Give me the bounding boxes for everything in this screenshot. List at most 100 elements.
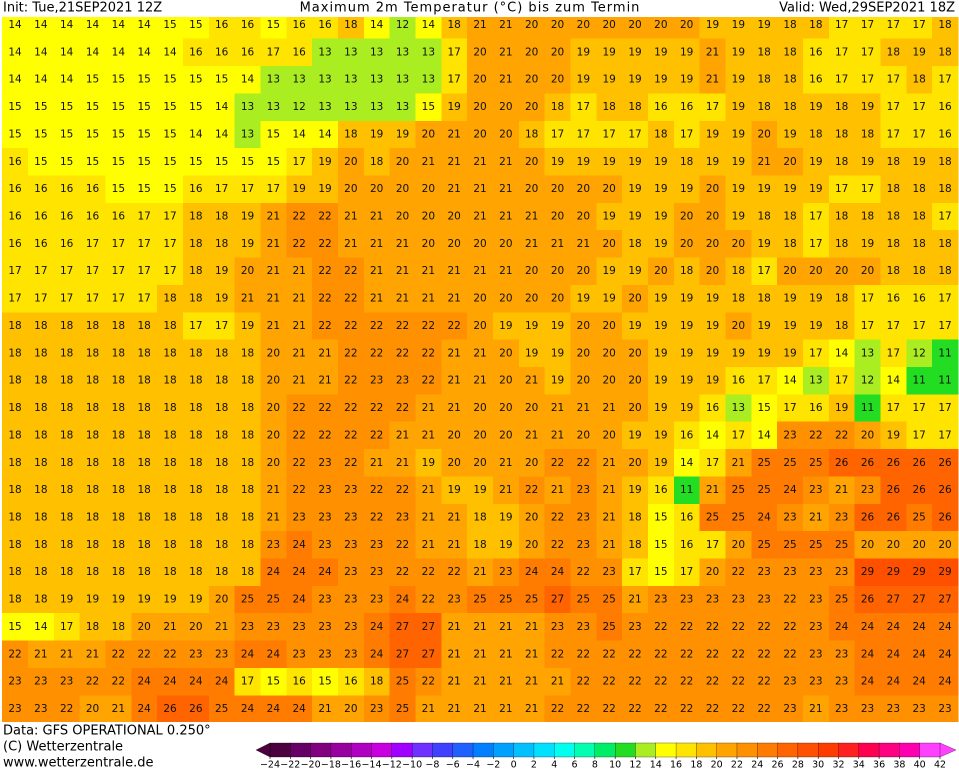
temperature-cell bbox=[647, 558, 675, 587]
temperature-value: 16 bbox=[938, 101, 952, 113]
temperature-value: 22 bbox=[422, 375, 435, 387]
temperature-cell bbox=[673, 202, 701, 231]
temperature-value: 23 bbox=[835, 676, 848, 688]
temperature-cell bbox=[415, 449, 442, 478]
temperature-value: 19 bbox=[706, 375, 719, 387]
temperature-value: 16 bbox=[215, 19, 229, 31]
temperature-cell bbox=[105, 476, 132, 505]
temperature-value: 24 bbox=[912, 648, 926, 660]
temperature-cell bbox=[208, 284, 236, 313]
temperature-cell bbox=[53, 585, 81, 614]
colorbar-segment bbox=[371, 742, 393, 758]
temperature-value: 21 bbox=[525, 238, 538, 250]
temperature-value: 22 bbox=[757, 621, 770, 633]
temperature-value: 18 bbox=[112, 484, 125, 496]
temperature-value: 17 bbox=[34, 265, 47, 277]
temperature-value: 24 bbox=[318, 566, 332, 578]
temperature-cell bbox=[79, 66, 107, 94]
temperature-cell bbox=[699, 421, 727, 450]
header-bar bbox=[0, 0, 959, 17]
temperature-cell bbox=[544, 367, 572, 395]
temperature-value: 20 bbox=[809, 265, 822, 277]
temperature-cell bbox=[441, 531, 468, 560]
temperature-value: 19 bbox=[396, 128, 409, 140]
temperature-value: 23 bbox=[34, 676, 47, 688]
temperature-value: 15 bbox=[112, 183, 125, 195]
temperature-value: 23 bbox=[318, 648, 331, 660]
temperature-value: 25 bbox=[241, 594, 254, 606]
temperature-value: 12 bbox=[912, 347, 925, 359]
temperature-value: 15 bbox=[654, 566, 667, 578]
temperature-cell bbox=[725, 312, 752, 341]
temperature-cell bbox=[725, 257, 752, 286]
temperature-cell bbox=[53, 503, 81, 532]
temperature-cell bbox=[441, 339, 468, 368]
temperature-cell bbox=[854, 202, 882, 231]
temperature-cell bbox=[673, 38, 701, 67]
temperature-value: 20 bbox=[344, 703, 357, 715]
temperature-value: 21 bbox=[163, 621, 176, 633]
temperature-value: 17 bbox=[835, 19, 848, 31]
colorbar-arrow-left bbox=[255, 742, 271, 758]
temperature-value: 22 bbox=[732, 621, 745, 633]
temperature-cell bbox=[828, 175, 856, 204]
temperature-value: 18 bbox=[757, 74, 770, 86]
temperature-value: 18 bbox=[783, 101, 796, 113]
temperature-cell bbox=[518, 558, 546, 587]
temperature-cell bbox=[777, 695, 804, 724]
temperature-value: 23 bbox=[835, 566, 848, 578]
temperature-cell bbox=[27, 421, 55, 450]
temperature-value: 24 bbox=[370, 648, 384, 660]
temperature-value: 22 bbox=[344, 429, 357, 441]
temperature-value: 15 bbox=[8, 128, 21, 140]
temperature-cell bbox=[828, 257, 856, 286]
temperature-value: 16 bbox=[680, 539, 694, 551]
temperature-value: 21 bbox=[473, 648, 486, 660]
temperature-cell bbox=[751, 421, 778, 450]
temperature-cell bbox=[492, 585, 520, 614]
temperature-value: 21 bbox=[344, 238, 357, 250]
temperature-cell bbox=[105, 284, 132, 313]
temperature-cell bbox=[53, 202, 81, 231]
temperature-value: 18 bbox=[783, 238, 796, 250]
temperature-cell bbox=[2, 148, 29, 177]
temperature-cell bbox=[260, 613, 287, 642]
temperature-value: 18 bbox=[370, 676, 383, 688]
temperature-value: 21 bbox=[499, 703, 512, 715]
temperature-cell bbox=[105, 148, 132, 177]
temperature-value: 15 bbox=[241, 156, 254, 168]
temperature-cell bbox=[673, 148, 701, 177]
temperature-value: 18 bbox=[137, 347, 150, 359]
temperature-cell bbox=[544, 312, 572, 341]
temperature-value: 17 bbox=[447, 74, 460, 86]
temperature-value: 22 bbox=[577, 566, 590, 578]
temperature-value: 15 bbox=[112, 128, 125, 140]
temperature-value: 18 bbox=[241, 511, 254, 523]
temperature-cell bbox=[699, 667, 727, 696]
temperature-cell bbox=[802, 503, 830, 532]
temperature-value: 18 bbox=[938, 156, 951, 168]
temperature-value: 18 bbox=[112, 402, 125, 414]
temperature-cell bbox=[27, 640, 55, 669]
temperature-value: 19 bbox=[861, 101, 874, 113]
temperature-value: 21 bbox=[422, 293, 435, 305]
temperature-value: 18 bbox=[215, 566, 228, 578]
temperature-cell bbox=[647, 175, 675, 204]
temperature-value: 20 bbox=[654, 265, 667, 277]
temperature-cell bbox=[622, 613, 649, 642]
temperature-cell bbox=[337, 284, 365, 313]
temperature-cell bbox=[105, 93, 132, 122]
temperature-cell bbox=[699, 695, 727, 724]
temperature-value: 17 bbox=[835, 183, 848, 195]
temperature-value: 15 bbox=[267, 676, 280, 688]
temperature-value: 23 bbox=[60, 676, 73, 688]
temperature-cell bbox=[53, 421, 81, 450]
temperature-value: 18 bbox=[34, 511, 47, 523]
temperature-value: 16 bbox=[706, 402, 720, 414]
temperature-value: 22 bbox=[551, 703, 564, 715]
temperature-cell bbox=[157, 531, 184, 560]
temperature-cell bbox=[260, 284, 287, 313]
temperature-cell bbox=[880, 93, 907, 122]
temperature-cell bbox=[880, 558, 907, 587]
temperature-cell bbox=[337, 202, 365, 231]
